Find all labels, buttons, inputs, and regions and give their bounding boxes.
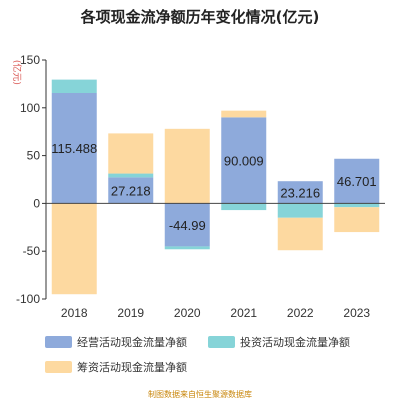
bar-investing-2023 xyxy=(334,203,380,208)
bar-investing-2020 xyxy=(164,246,210,250)
x-tick-label: 2018 xyxy=(61,306,88,320)
x-tick-label: 2020 xyxy=(174,306,201,320)
y-tick-label: 0 xyxy=(33,196,40,210)
data-label: -44.99 xyxy=(169,218,206,233)
legend-swatch-financing xyxy=(45,361,72,373)
bar-operating-2023 xyxy=(334,158,380,204)
bar-operating-2020 xyxy=(164,203,210,247)
x-tick-label: 2019 xyxy=(117,306,144,320)
bar-operating-2021 xyxy=(221,117,267,204)
bar-financing-2018 xyxy=(51,203,97,295)
y-tick-label: 50 xyxy=(27,149,41,163)
legend-swatch-operating xyxy=(45,336,72,348)
legend-label-financing: 筹资活动现金流量净额 xyxy=(77,361,187,374)
data-label: 46.701 xyxy=(337,174,377,189)
x-tick-label: 2021 xyxy=(230,306,257,320)
bar-financing-2023 xyxy=(334,207,380,233)
y-tick-label: 100 xyxy=(20,101,40,115)
legend-swatch-investing xyxy=(208,336,235,348)
data-label: 27.218 xyxy=(111,183,151,198)
x-tick-label: 2022 xyxy=(287,306,314,320)
chart-title: 各项现金流净额历年变化情况(亿元) xyxy=(80,8,320,26)
bar-investing-2019 xyxy=(108,173,154,178)
legend-label-investing: 投资活动现金流量净额 xyxy=(240,336,350,349)
bar-operating-2018 xyxy=(51,92,97,204)
bar-investing-2021 xyxy=(221,203,267,211)
bar-financing-2020 xyxy=(164,128,210,204)
bar-operating-2019 xyxy=(108,177,154,204)
bar-financing-2021 xyxy=(221,110,267,118)
bar-investing-2018 xyxy=(51,79,97,93)
x-tick-label: 2023 xyxy=(343,306,370,320)
y-axis-label: (亿元) xyxy=(11,60,23,85)
bar-financing-2019 xyxy=(108,133,154,174)
bar-investing-2022 xyxy=(277,203,323,218)
y-tick-label: -100 xyxy=(16,292,40,306)
data-label: 115.488 xyxy=(51,141,97,156)
bar-operating-2022 xyxy=(277,181,323,204)
legend-label-operating: 经营活动现金流量净额 xyxy=(77,336,187,349)
bar-financing-2022 xyxy=(277,217,323,251)
data-label: 23.216 xyxy=(280,185,320,200)
data-label: 90.009 xyxy=(224,153,264,168)
footer-source: 制图数据来自恒生聚源数据库 xyxy=(148,390,252,399)
y-tick-label: -50 xyxy=(23,244,41,258)
y-tick-label: 150 xyxy=(20,53,40,67)
